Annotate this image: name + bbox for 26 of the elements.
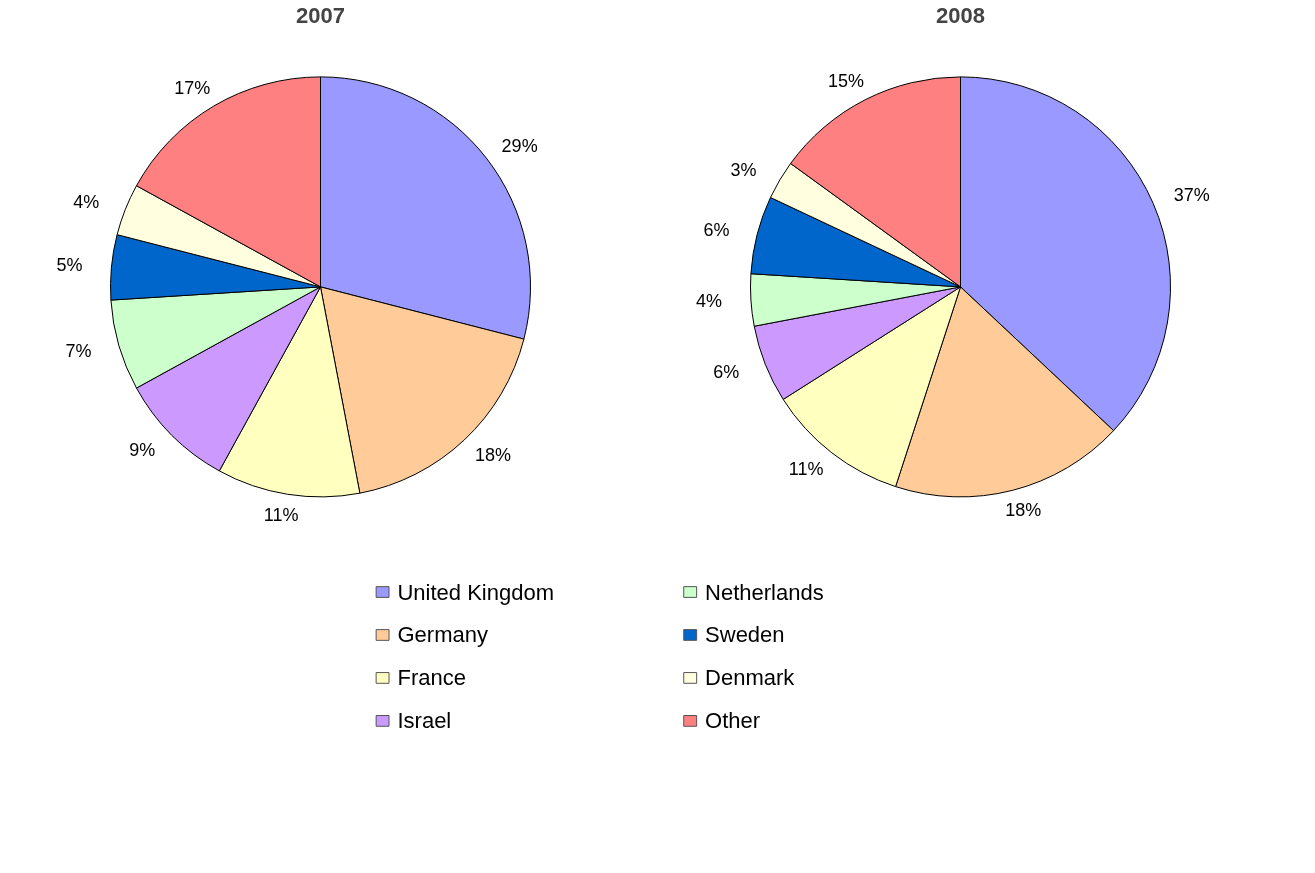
data-label: 11%	[788, 459, 824, 480]
data-label: 37%	[1173, 185, 1210, 206]
data-label: 6%	[713, 361, 740, 382]
legend-label: Israel	[397, 708, 452, 734]
data-label: 4%	[695, 291, 723, 312]
data-label: 11%	[263, 504, 299, 525]
data-label: 15%	[828, 71, 865, 92]
data-label: 3%	[730, 159, 757, 180]
data-label: 4%	[73, 192, 100, 213]
chart-title: 2007	[296, 2, 345, 28]
legend-label: France	[397, 665, 466, 691]
legend-label: Germany	[397, 622, 488, 648]
data-label: 5%	[56, 255, 83, 276]
data-label: 17%	[174, 78, 211, 99]
legend-label: United Kingdom	[397, 579, 555, 605]
chart-title: 2008	[936, 2, 985, 28]
data-label: 6%	[703, 219, 730, 240]
data-label: 29%	[501, 135, 538, 156]
legend-label: Netherlands	[705, 579, 824, 605]
legend-label: Other	[705, 708, 761, 734]
legend-label: Denmark	[705, 665, 796, 691]
data-label: 9%	[129, 439, 156, 460]
data-label: 18%	[474, 444, 512, 465]
data-label: 18%	[1005, 500, 1042, 521]
legend-label: Sweden	[705, 622, 785, 648]
data-label: 7%	[65, 341, 92, 362]
